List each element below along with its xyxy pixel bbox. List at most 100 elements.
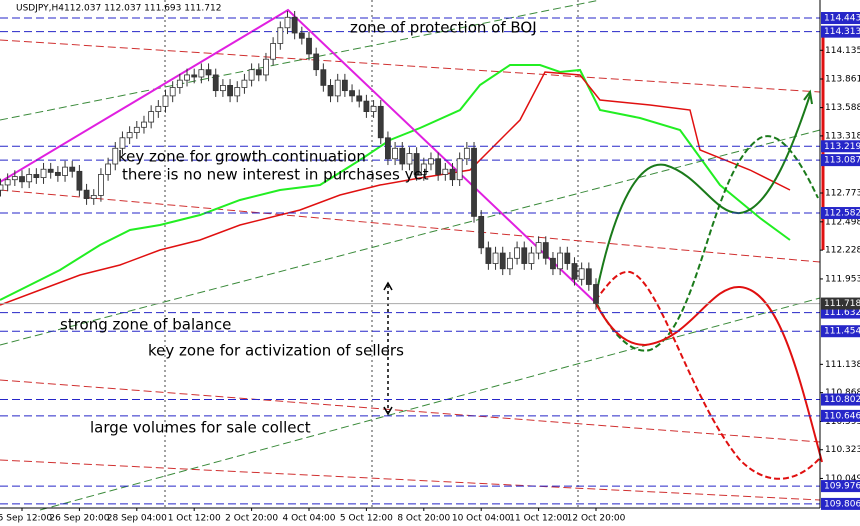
candle-body [227, 85, 233, 97]
y-tick-label: 112.498 [825, 217, 860, 227]
cloud-span-a [0, 64, 791, 301]
candle-body [191, 74, 198, 78]
annotation: key zone for activization of sellers [148, 342, 404, 360]
level-label: 114.313 [824, 27, 860, 37]
level-label: 109.976 [824, 482, 860, 492]
x-tick-label: 5 Oct 12:00 [340, 514, 393, 524]
x-tick-label: 4 Oct 04:00 [283, 514, 336, 524]
candle-body [456, 158, 463, 181]
x-tick-label: 28 Sep 04:00 [107, 514, 167, 524]
candle-body [40, 168, 47, 179]
candle-body [219, 85, 226, 92]
candle-body [392, 147, 399, 160]
chart-subtitle: 112.037 112.037 111.693 111.712 [64, 4, 221, 14]
x-tick-label: 2 Oct 20:00 [225, 514, 278, 524]
candle-body [155, 105, 162, 112]
candle-body [463, 147, 470, 160]
candle-body [47, 168, 54, 173]
candle-body [413, 153, 420, 175]
level-label: 113.087 [824, 156, 860, 166]
channel-line [39, 297, 821, 511]
candle-body [119, 137, 126, 149]
candle-body [442, 168, 449, 175]
channel-line [0, 39, 821, 93]
annotation: key zone for growth continuation [118, 148, 366, 166]
level-box [821, 12, 860, 25]
candle-body [148, 111, 155, 123]
candle-body [593, 284, 599, 304]
candle-body [162, 95, 169, 107]
candle-body [506, 257, 513, 270]
arrow-heads [383, 281, 393, 416]
annotation: there is no new interest in purchases ye… [122, 166, 429, 184]
level-box [821, 140, 860, 153]
annotation: large volumes for sale collect [90, 419, 311, 437]
y-tick-label: 110.323 [825, 445, 860, 455]
candle-body [105, 163, 111, 175]
candle-body [420, 163, 427, 175]
candle-body [69, 166, 76, 172]
candle-body [19, 176, 25, 183]
candle-body [320, 69, 327, 86]
candle-body [550, 257, 556, 270]
forecast-up [594, 94, 811, 301]
channel-line [0, 379, 821, 443]
candle-body [133, 126, 140, 133]
level-box [821, 306, 860, 319]
level-label: 113.219 [824, 142, 860, 152]
x-tick-label: 25 Sep 12:00 [0, 514, 52, 524]
candle-body [478, 215, 485, 249]
candle-body [435, 158, 442, 175]
candle-body [557, 252, 564, 270]
chart-title: USDJPY,H4 [16, 4, 64, 14]
candle-body [176, 79, 183, 88]
level-box [821, 154, 860, 167]
channel-line [0, 459, 821, 501]
level-label: 112.582 [824, 209, 860, 219]
candle-body [521, 247, 528, 264]
candle-body [377, 105, 384, 139]
candle-body [428, 158, 434, 165]
x-tick-label: 11 Oct 12:00 [509, 514, 568, 524]
level-box [821, 393, 860, 406]
drawings [0, 0, 823, 511]
channel-line [0, 189, 821, 263]
candle-body [471, 147, 477, 217]
candle-body [270, 43, 277, 60]
candle-body [0, 184, 4, 191]
level-label: 110.646 [824, 411, 860, 421]
candle-body [492, 252, 499, 264]
x-tick-label: 12 Oct 20:00 [567, 514, 626, 524]
y-tick-label: 114.135 [825, 46, 860, 56]
y-tick-label: 113.588 [825, 103, 860, 113]
x-tick-label: 26 Sep 20:00 [49, 514, 109, 524]
annotation: zone of protection of BOJ [350, 19, 537, 37]
channel-line [0, 129, 821, 346]
candle-body [313, 53, 320, 71]
level-box [821, 325, 860, 338]
x-tick-label: 1 Oct 12:00 [168, 514, 221, 524]
candle-body [141, 121, 147, 128]
candle-body [126, 132, 133, 139]
y-tick-label: 110.593 [825, 417, 860, 427]
candle-body [370, 105, 377, 112]
candle-body [169, 87, 176, 97]
candle-body [54, 171, 61, 176]
candle-body [449, 168, 456, 181]
candle-body [11, 176, 18, 181]
y-tick-label: 111.138 [825, 360, 860, 370]
candle-body [255, 69, 262, 76]
candle-body [263, 58, 269, 76]
price-box [821, 297, 860, 310]
level-label: 109.806 [824, 499, 860, 509]
candle-body [571, 263, 578, 280]
forecast-down [594, 285, 823, 463]
level-box [821, 409, 860, 422]
candle-body [62, 166, 68, 176]
candle-body [90, 195, 97, 199]
candle-body [485, 247, 492, 264]
y-tick-label: 110.868 [825, 388, 860, 398]
candle-body [248, 69, 255, 81]
candle-body [76, 170, 83, 191]
